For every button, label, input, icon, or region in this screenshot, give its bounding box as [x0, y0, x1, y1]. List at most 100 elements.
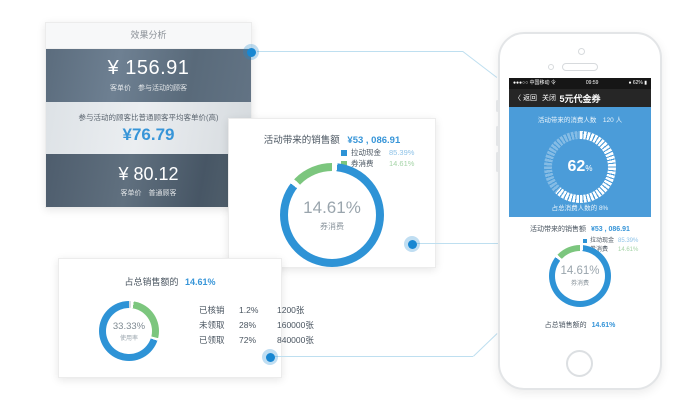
- mini-legend-cash-label: 拉动现金: [590, 238, 615, 244]
- sales-amount: ¥53 , 086.91: [347, 135, 401, 146]
- mini-sales-title: 活动带来的销售额 ¥53 , 086.91: [509, 217, 651, 234]
- row-verified-pct: 1.2%: [239, 305, 259, 315]
- connector-dot-icon: [243, 44, 259, 60]
- row-unclaimed-count: 160000张: [277, 320, 314, 330]
- mini-donut-center: 14.61% 券消费: [549, 245, 611, 307]
- card-activity-sales: 活动带来的销售额 ¥53 , 086.91 拉动现金 85.39% 券消费 14…: [228, 118, 436, 268]
- donut-hole: [288, 171, 376, 259]
- sales-card-title: 活动带来的销售额 ¥53 , 086.91: [229, 132, 435, 146]
- gauge-header: 活动带来的消费人数 120 人: [537, 117, 623, 124]
- row-verified-count: 1200张: [277, 305, 305, 315]
- connector-dot-icon: [262, 349, 278, 365]
- usage-title-value: 14.61%: [185, 277, 216, 287]
- legend-coupon-value: 14.61%: [389, 159, 415, 168]
- mini-legend-cash-value: 85.39%: [618, 238, 639, 244]
- card-effect-title: 效果分析: [46, 23, 251, 49]
- mini-sales-donut-chart: 14.61% 券消费: [549, 245, 611, 307]
- close-button[interactable]: 关闭: [541, 95, 556, 102]
- gauge-footer: 占总消费人数的 8%: [551, 205, 609, 212]
- sales-donut-chart: 14.61% 券消费: [280, 163, 384, 267]
- card-effect-analysis: 效果分析 ¥ 156.91 客单价 参与活动的顾客 参与活动的顾客比普通顾客平均…: [45, 22, 252, 208]
- consumption-gauge-chart: 62%: [544, 131, 616, 203]
- usage-card-title: 占总销售额的 14.61%: [59, 275, 281, 288]
- legend-swatch-blue-icon: [583, 239, 587, 244]
- battery-icon: ● 62% ▮: [628, 80, 647, 86]
- connector-dot-icon: [404, 236, 420, 252]
- sales-donut-center-value: 14.61%: [303, 198, 361, 217]
- phone-volume-up-button: [496, 126, 499, 146]
- usage-donut-center-value: 33.33%: [112, 320, 146, 332]
- connector-line-top-diagonal: [462, 51, 498, 78]
- phone-mockup: ●●●○○ 中国移动 令 09:59 ● 62% ▮ 〈 返回 关闭 5元代金券…: [496, 32, 662, 390]
- activity-customer-price-value: ¥ 156.91: [107, 57, 190, 80]
- mini-title-text: 活动带来的销售额: [530, 226, 587, 233]
- usage-title-prefix: 占总销售额的: [124, 277, 179, 287]
- donut-hole: [552, 139, 608, 195]
- usage-donut-center-label: 使用率: [119, 335, 138, 342]
- home-button[interactable]: [565, 350, 593, 377]
- phone-screen: ●●●○○ 中国移动 令 09:59 ● 62% ▮ 〈 返回 关闭 5元代金券…: [509, 78, 651, 338]
- back-button[interactable]: 〈 返回: [514, 95, 537, 102]
- mini-donut-center-label: 券消费: [570, 281, 589, 287]
- connector-line-top: [257, 51, 463, 52]
- legend-swatch-blue-icon: [341, 149, 347, 156]
- row-claimed-pct: 72%: [239, 335, 257, 345]
- usage-donut-center: 33.33% 使用率: [99, 301, 159, 361]
- page-title: 5元代金券: [559, 93, 601, 104]
- mini-footer-value: 14.61%: [591, 322, 616, 329]
- activity-customer-price-label: 客单价 参与活动的顾客: [110, 85, 187, 93]
- gauge-center: 62%: [544, 131, 616, 203]
- connector-line-bottom-diagonal: [473, 333, 498, 357]
- usage-donut-chart: 33.33% 使用率: [99, 301, 159, 361]
- mini-legend-item-cash: 拉动现金 85.39%: [583, 237, 638, 246]
- connector-line-middle: [417, 243, 499, 244]
- donut-hole: [106, 308, 152, 354]
- mini-amount: ¥53 , 086.91: [591, 226, 630, 233]
- mini-donut-center-value: 14.61%: [560, 265, 600, 277]
- mini-legend-coupon-label: 券消费: [590, 246, 609, 253]
- card-coupon-usage: 占总销售额的 14.61% 33.33% 使用率 已核销 1.2% 1200张 …: [58, 258, 314, 378]
- connector-line-bottom: [275, 356, 473, 357]
- row-claimed-count: 840000张: [277, 335, 314, 345]
- sales-donut-center-label: 券消费: [320, 222, 344, 231]
- sales-title-text: 活动带来的销售额: [263, 135, 340, 146]
- gauge-value: 62%: [568, 158, 593, 176]
- gauge-section: 活动带来的消费人数 120 人 62% 占总消费人数的 8%: [509, 107, 651, 217]
- gauge-value-unit: %: [585, 164, 593, 173]
- mini-footer-prefix: 占总销售额的: [544, 322, 587, 329]
- difference-value: ¥76.79: [122, 124, 175, 144]
- status-time: 09:59: [585, 80, 599, 86]
- legend-coupon-label: 券消费: [351, 159, 374, 168]
- mini-footer: 占总销售额的 14.61%: [509, 320, 651, 330]
- phone-mute-switch: [496, 100, 499, 112]
- difference-description: 参与活动的顾客比普通顾客平均客单价(高): [78, 112, 219, 122]
- normal-customer-price-value: ¥ 80.12: [118, 163, 179, 184]
- nav-bar: 〈 返回 关闭 5元代金券: [509, 89, 651, 107]
- row-unclaimed-label: 未领取: [199, 320, 225, 330]
- table-row: 已领取 72% 840000张: [199, 333, 339, 348]
- effect-row-normal-customers: ¥ 80.12 客单价 普通顾客: [46, 154, 251, 208]
- phone-volume-down-button: [496, 152, 499, 172]
- earpiece-speaker-icon: [562, 63, 598, 71]
- front-camera-icon: [577, 48, 585, 55]
- usage-table: 已核销 1.2% 1200张 未领取 28% 160000张 已领取 72% 8…: [199, 303, 339, 348]
- legend-cash-value: 85.39%: [389, 148, 415, 157]
- table-row: 已核销 1.2% 1200张: [199, 303, 339, 318]
- row-verified-label: 已核销: [199, 305, 225, 315]
- status-bar: ●●●○○ 中国移动 令 09:59 ● 62% ▮: [509, 78, 651, 89]
- effect-row-difference: 参与活动的顾客比普通顾客平均客单价(高) ¥76.79: [46, 101, 251, 155]
- mini-sales-section: 活动带来的销售额 ¥53 , 086.91 拉动现金 85.39% 券消费 14…: [509, 217, 651, 338]
- sensor-icon: [548, 64, 554, 70]
- table-row: 未领取 28% 160000张: [199, 318, 339, 333]
- row-unclaimed-pct: 28%: [239, 320, 257, 330]
- signal-carrier-wifi-icon: ●●●○○ 中国移动 令: [513, 80, 556, 86]
- sales-donut-center: 14.61% 券消费: [280, 163, 384, 267]
- effect-row-activity-customers: ¥ 156.91 客单价 参与活动的顾客: [46, 49, 251, 102]
- normal-customer-price-label: 客单价 普通顾客: [120, 189, 177, 197]
- donut-hole: [555, 251, 605, 301]
- gauge-value-number: 62: [567, 158, 586, 175]
- legend-item-cash: 拉动现金 85.39%: [341, 147, 414, 158]
- mini-legend-coupon-value: 14.61%: [618, 246, 639, 253]
- row-claimed-label: 已领取: [199, 335, 225, 345]
